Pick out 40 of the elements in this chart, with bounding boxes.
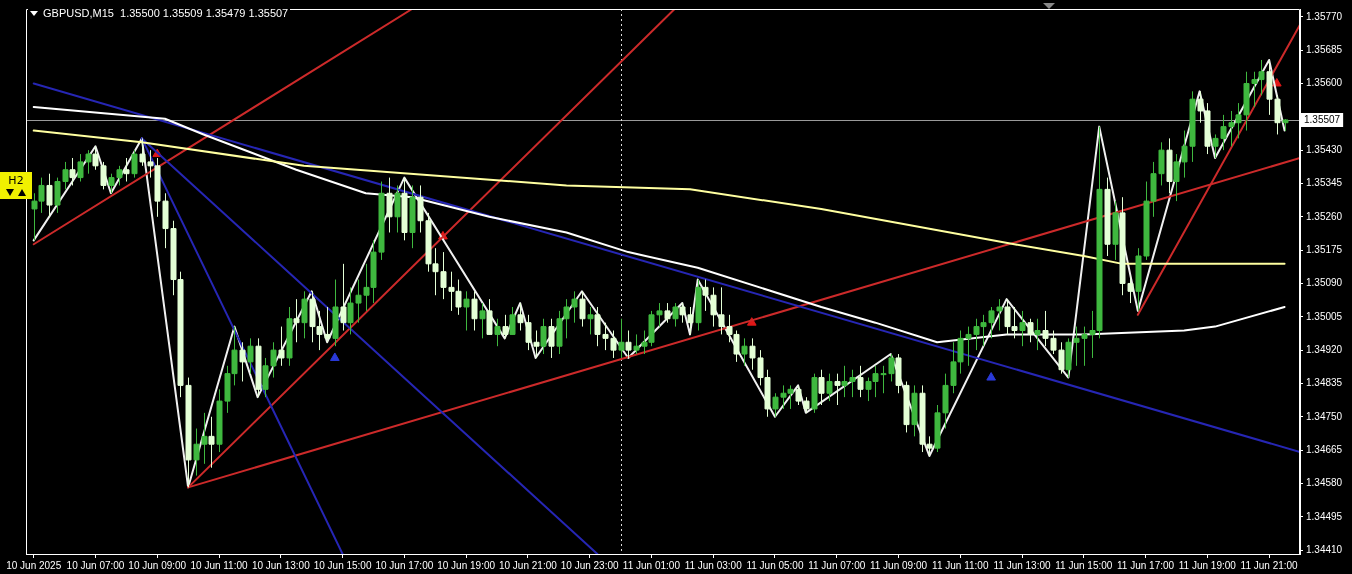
y-tick-label: 1.34835	[1306, 377, 1343, 389]
badge: H2	[0, 172, 32, 199]
x-tick-label: 10 Jun 09:00	[128, 559, 187, 571]
x-tick-label: 11 Jun 05:00	[746, 559, 804, 571]
y-tick-label: 1.35430	[1306, 143, 1343, 155]
y-tick-label: 1.34410	[1306, 543, 1343, 555]
y-tick-label: 1.35005	[1306, 310, 1343, 322]
x-tick-label: 10 Jun 21:00	[498, 559, 558, 571]
y-tick-label: 1.35260	[1306, 210, 1343, 222]
y-tick-label: 1.35090	[1306, 277, 1343, 289]
x-tick-label: 11 Jun 11:00	[932, 559, 989, 571]
y-tick-label: 1.34920	[1306, 343, 1343, 355]
x-tick-label: 10 Jun 2025	[6, 559, 62, 571]
chart-title: GBPUSD,M15 1.35500 1.35509 1.35479 1.35507	[43, 7, 289, 19]
x-tick-label: 11 Jun 15:00	[1055, 559, 1113, 571]
x-tick-label: 10 Jun 17:00	[375, 559, 434, 571]
y-tick-label: 1.34665	[1306, 443, 1343, 455]
ref-line-label: 1.35507	[1304, 113, 1341, 125]
x-tick-label: 10 Jun 15:00	[313, 559, 372, 571]
y-tick-label: 1.34495	[1306, 510, 1343, 522]
y-tick-label: 1.35770	[1306, 10, 1343, 22]
y-tick-label: 1.34750	[1306, 410, 1343, 422]
x-tick-label: 10 Jun 11:00	[190, 559, 249, 571]
y-tick-label: 1.34580	[1306, 477, 1343, 489]
y-tick-label: 1.35175	[1306, 243, 1343, 255]
y-tick-label: 1.35600	[1306, 77, 1343, 89]
x-tick-label: 11 Jun 09:00	[869, 559, 928, 571]
x-tick-label: 10 Jun 23:00	[560, 559, 619, 571]
x-tick-label: 11 Jun 13:00	[993, 559, 1052, 571]
x-tick-label: 11 Jun 21:00	[1240, 559, 1299, 571]
x-tick-label: 11 Jun 01:00	[622, 559, 681, 571]
x-tick-label: 11 Jun 17:00	[1117, 559, 1175, 571]
x-tick-label: 10 Jun 13:00	[251, 559, 311, 571]
x-tick-label: 10 Jun 07:00	[66, 559, 125, 571]
x-tick-label: 11 Jun 19:00	[1178, 559, 1237, 571]
x-tick-label: 11 Jun 03:00	[684, 559, 743, 571]
x-tick-label: 11 Jun 07:00	[808, 559, 866, 571]
y-tick-label: 1.35685	[1306, 43, 1343, 55]
x-tick-label: 10 Jun 19:00	[437, 559, 496, 571]
y-tick-label: 1.35345	[1306, 177, 1343, 189]
